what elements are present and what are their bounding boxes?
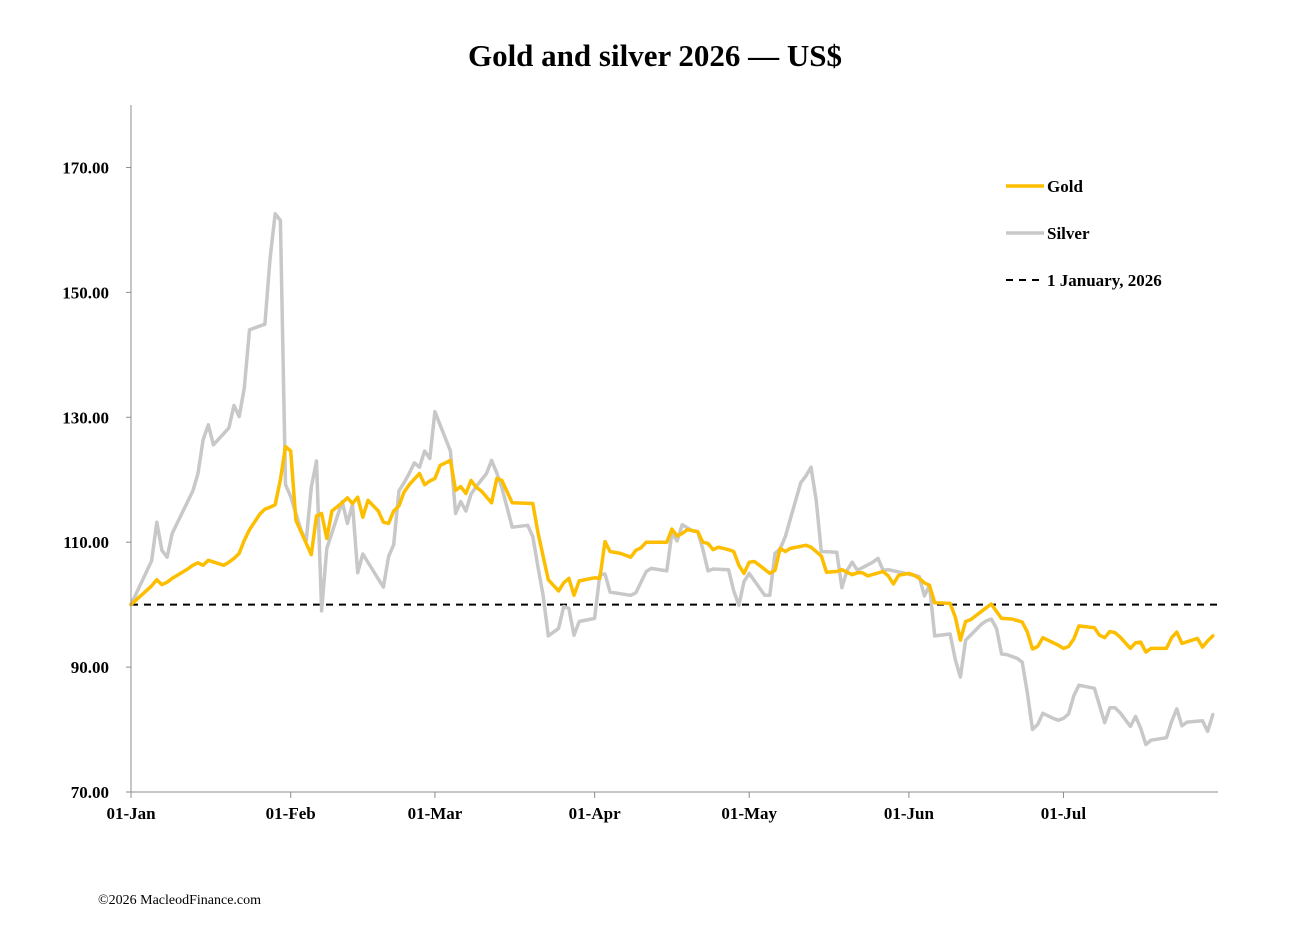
x-tick-label: 01-Feb	[266, 804, 316, 823]
chart-title: Gold and silver 2026 — US$	[467, 38, 843, 73]
series-line-silver	[129, 211, 1215, 747]
y-tick-label: 70.00	[71, 783, 109, 802]
legend: Gold Silver 1 January, 2026	[1006, 177, 1162, 290]
axes: 70.00 90.00 110.00 130.00 150.00 170.00 01-Jan…	[62, 105, 1218, 823]
x-tick-label: 01-Jul	[1041, 804, 1087, 823]
y-tick-label: 170.00	[62, 158, 109, 177]
x-tick-label: 01-Jan	[106, 804, 156, 823]
x-tick-label: 01-Jun	[884, 804, 935, 823]
x-tick-label: 01-May	[721, 804, 777, 823]
x-tick-label: 01-Mar	[408, 804, 463, 823]
series-line-gold	[129, 444, 1215, 654]
copyright-text: ©2026 MacleodFinance.com	[98, 893, 262, 908]
series-layer	[129, 211, 1215, 747]
y-tick-label: 150.00	[62, 283, 109, 302]
legend-label-1-january-2026: 1 January, 2026	[1047, 271, 1162, 290]
legend-label-gold: Gold	[1047, 177, 1083, 196]
legend-label-silver: Silver	[1047, 224, 1090, 243]
y-tick-label: 90.00	[71, 658, 109, 677]
y-tick-label: 130.00	[62, 408, 109, 427]
y-tick-label: 110.00	[63, 533, 109, 552]
x-tick-label: 01-Apr	[569, 804, 621, 823]
